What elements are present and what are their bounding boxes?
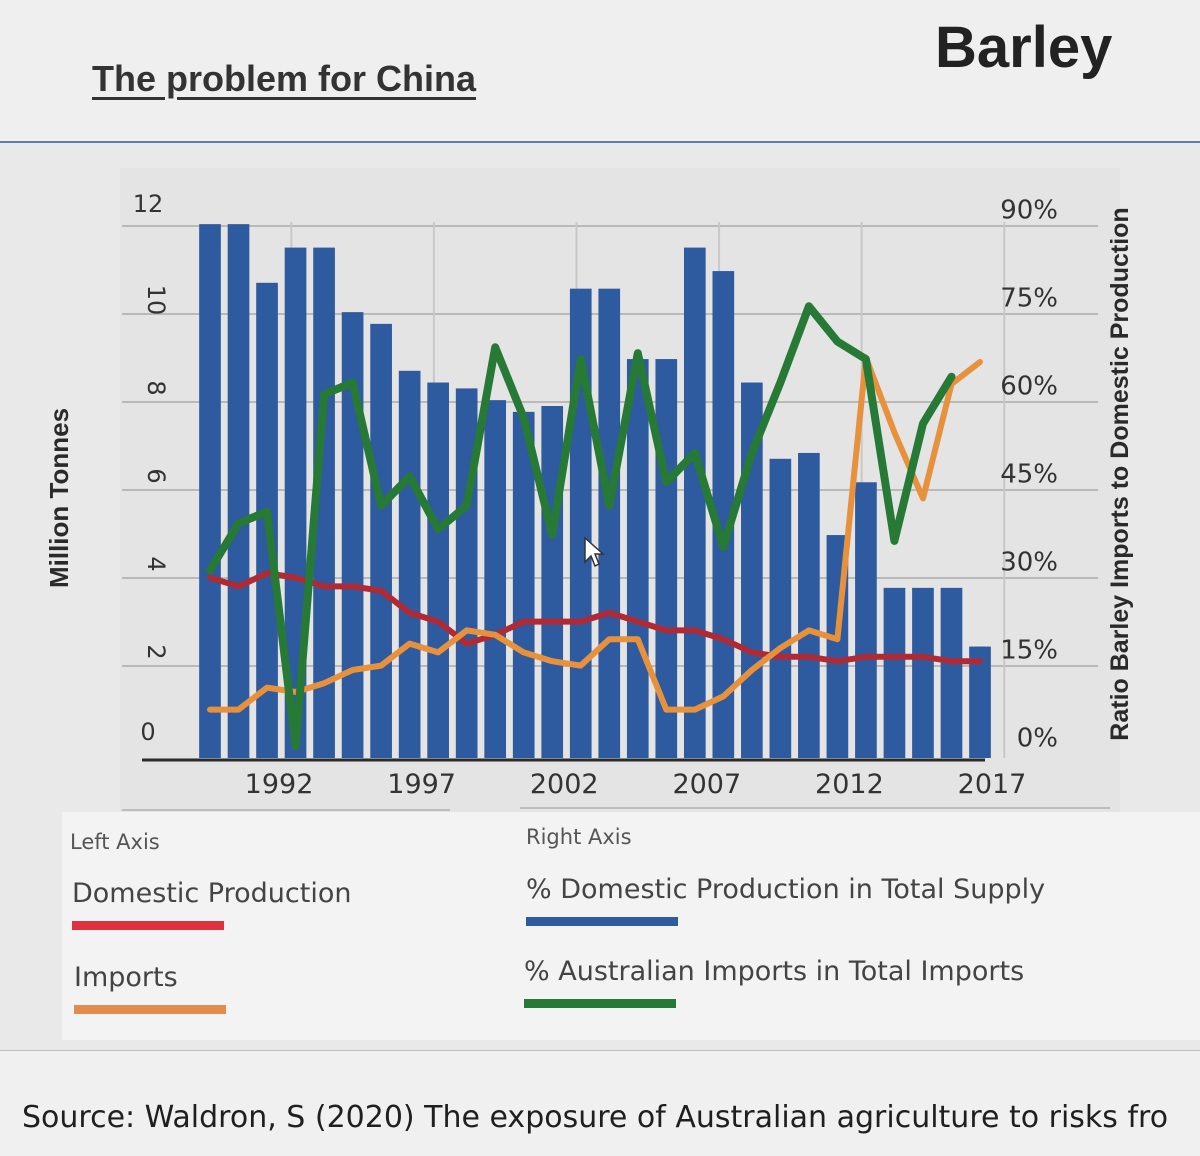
legend-item-imports: Imports — [74, 962, 226, 1014]
y-axis-title: Million Tonnes — [44, 408, 74, 588]
series-line-0 — [207, 570, 983, 665]
bar — [370, 323, 392, 758]
header-divider — [0, 141, 1200, 143]
y2-axis-title: Ratio Barley Imports to Domestic Product… — [1106, 207, 1134, 740]
x-tick-label: 2012 — [815, 769, 884, 800]
y-tick-label: 6 — [142, 468, 170, 483]
x-tick-label: 2007 — [672, 769, 741, 800]
axes — [122, 758, 1110, 811]
legend-item-domestic-production: Domestic Production — [72, 878, 351, 930]
slide-footer — [0, 1050, 1200, 1156]
y2-tick-label: 90% — [1000, 196, 1058, 226]
y-tick-label: 2 — [142, 644, 170, 659]
y2-tick-label: 15% — [1000, 636, 1058, 666]
bar — [683, 247, 706, 758]
x-tick-label: 1992 — [245, 769, 314, 800]
legend-left-axis-title: Left Axis — [70, 830, 160, 854]
source-citation: Source: Waldron, S (2020) The exposure o… — [22, 1100, 1169, 1135]
x-tick-label: 2017 — [958, 769, 1027, 800]
bar — [883, 587, 906, 758]
legend-label: Domestic Production — [72, 878, 352, 909]
mouse-cursor-icon — [584, 536, 605, 568]
x-tick-label: 1997 — [387, 769, 456, 800]
legend-swatch — [526, 917, 678, 926]
bar — [626, 359, 649, 758]
barley-chart: 0 0% 2 15% 4 30% 6 45% 8 60% 10 75% 12 90% 1992 1997 200… — [44, 190, 1134, 811]
bar — [427, 382, 449, 758]
line-series — [206, 302, 983, 751]
series-line-2 — [206, 302, 956, 751]
legend-swatch — [74, 1005, 226, 1014]
legend: Left Axis Right Axis Domestic Production… — [62, 812, 1200, 1040]
bar — [969, 646, 991, 758]
bar — [484, 400, 507, 758]
bar — [313, 247, 335, 758]
bar — [912, 587, 934, 758]
y-tick-label: 10 — [142, 285, 170, 316]
legend-swatch — [524, 999, 676, 1008]
bar — [940, 587, 963, 758]
y2-tick-label: 45% — [1000, 460, 1058, 490]
bar — [855, 482, 877, 758]
y-tick-label: 4 — [142, 556, 170, 571]
y-tick-label: 0 — [140, 718, 155, 746]
axis-labels: 0 0% 2 15% 4 30% 6 45% 8 60% 10 75% 12 90% 1992 1997 200… — [44, 190, 1134, 800]
legend-label: Imports — [74, 962, 178, 993]
slide-title: The problem for China — [92, 58, 477, 99]
bar — [769, 458, 792, 758]
legend-label: % Australian Imports in Total Imports — [524, 956, 1025, 987]
y-tick-label: 8 — [142, 380, 170, 395]
bar — [798, 452, 820, 758]
legend-right-axis-title: Right Axis — [526, 825, 632, 849]
legend-swatch — [72, 921, 224, 930]
bar — [541, 406, 564, 758]
bar — [512, 411, 535, 758]
bar — [199, 224, 221, 759]
y2-tick-label: 0% — [1017, 724, 1058, 754]
legend-label: % Domestic Production in Total Supply — [526, 874, 1046, 905]
legend-item-australian-share: % Australian Imports in Total Imports — [524, 956, 1024, 1008]
bar — [398, 370, 421, 758]
legend-item-domestic-share: % Domestic Production in Total Supply — [526, 874, 1045, 926]
x-tick-label: 2002 — [530, 769, 599, 800]
slide-header-band — [0, 0, 1200, 143]
chart-title: Barley — [935, 15, 1113, 80]
bar — [227, 224, 250, 759]
series-line-1 — [207, 354, 983, 713]
y2-tick-label: 60% — [1000, 372, 1058, 402]
bar — [598, 288, 621, 758]
y2-tick-label: 75% — [1000, 284, 1058, 314]
y-tick-label: 12 — [133, 190, 164, 218]
y2-tick-label: 30% — [1000, 548, 1058, 578]
